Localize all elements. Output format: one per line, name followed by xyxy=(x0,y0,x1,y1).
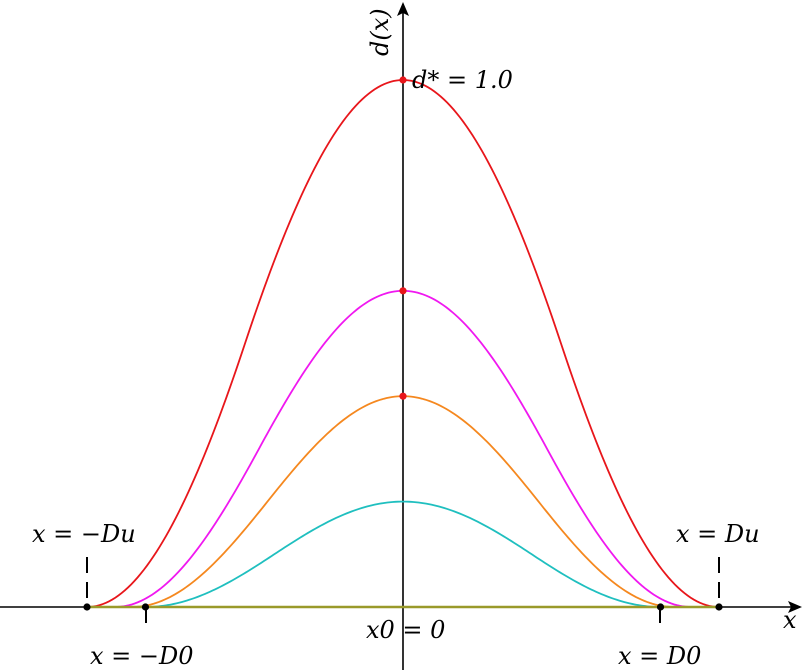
x-axis-label: x xyxy=(783,606,797,634)
peak-label: d* = 1.0 xyxy=(412,66,513,94)
axis-point-3 xyxy=(656,603,665,611)
axis-point-1 xyxy=(83,603,91,611)
left-inner-label: x = −D0 xyxy=(90,642,194,670)
origin-label: x0 = 0 xyxy=(366,616,445,644)
peak-point-1 xyxy=(399,76,407,84)
series-curve-4 xyxy=(145,500,661,608)
right-inner-label: x = D0 xyxy=(618,642,701,670)
peak-point-3 xyxy=(399,392,407,400)
left-outer-label: x = −Du xyxy=(32,520,136,548)
axis-point-2 xyxy=(141,603,150,611)
point-group xyxy=(83,603,723,611)
curve-group xyxy=(86,76,720,609)
peak-point-2 xyxy=(399,287,407,295)
axis-point-4 xyxy=(715,603,723,611)
y-axis-label: d(x) xyxy=(366,8,394,56)
right-outer-label: x = Du xyxy=(676,520,760,548)
